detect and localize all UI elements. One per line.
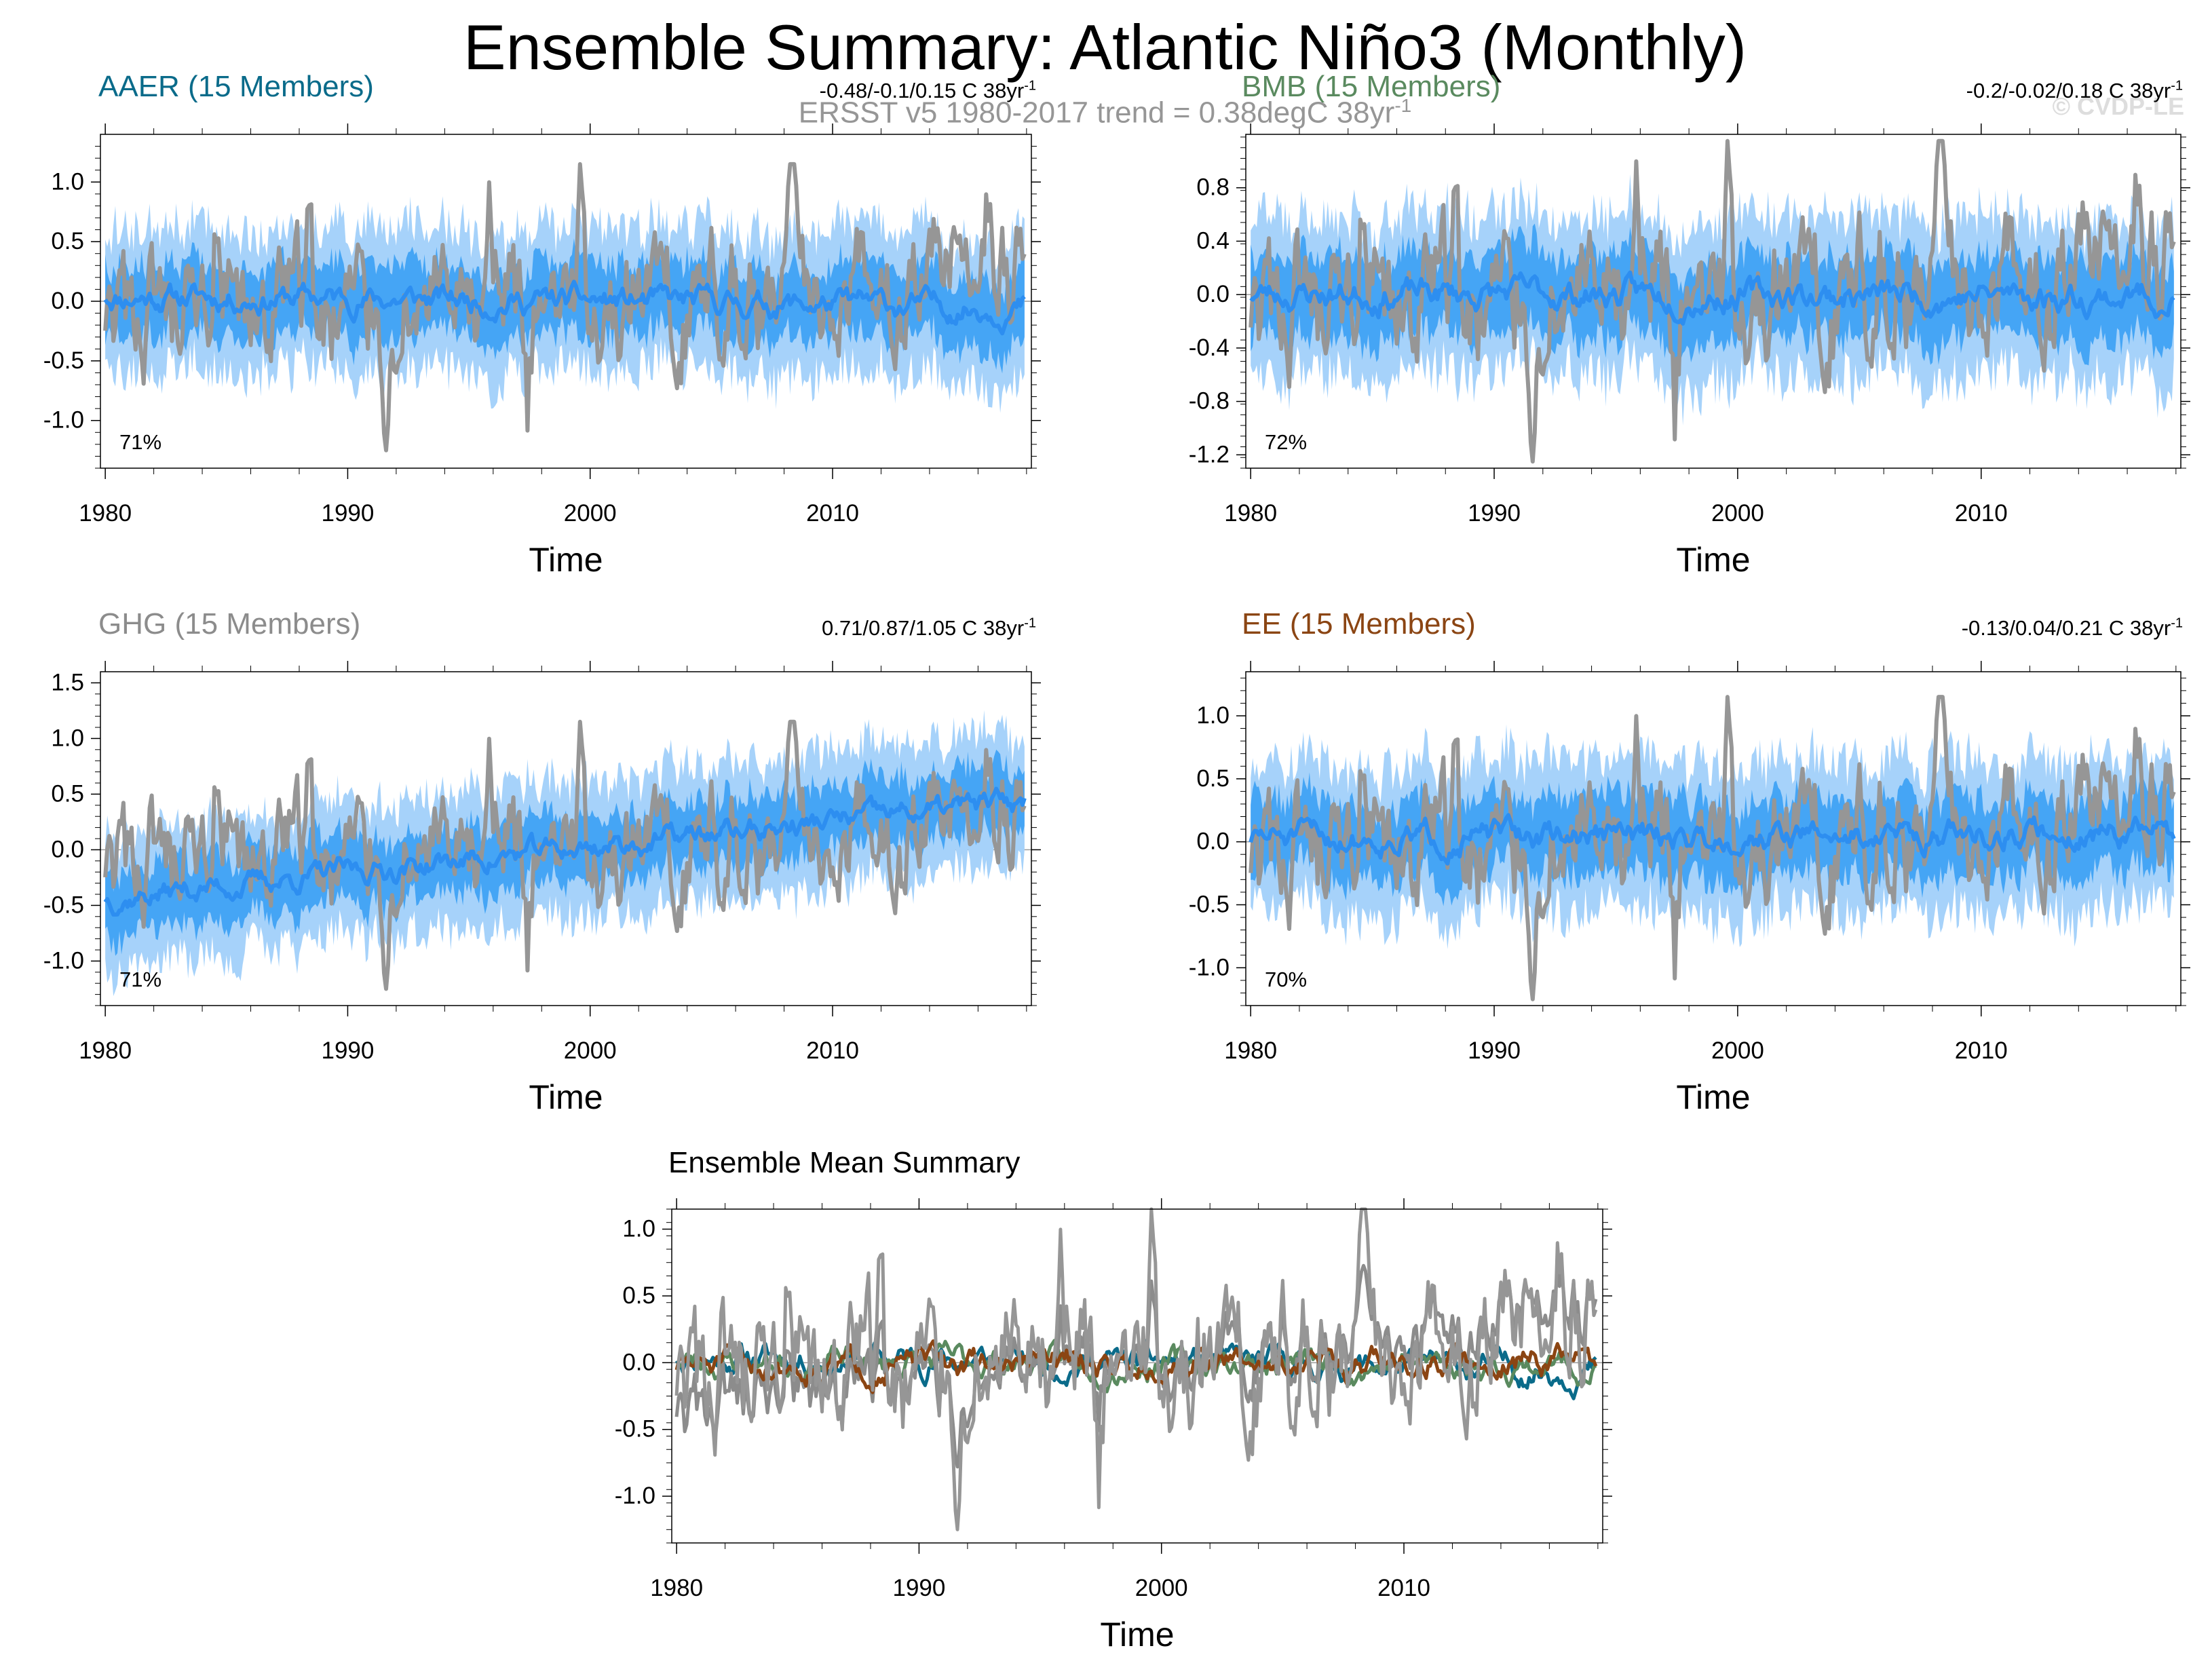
chart-ghg: 71% -1.0 -0.5 0.0 0.5 1.0 1.5 1980 1990 2000 2010 T… (43, 661, 1041, 1116)
y-tick-label: 0.0 (1196, 281, 1230, 307)
spread-inner-aaer (105, 238, 1025, 374)
plot-frame-summary (671, 1208, 1603, 1544)
trend-sup-aaer: -1 (1024, 78, 1036, 94)
panel-title-summary: Ensemble Mean Summary (668, 1146, 1021, 1179)
ensemble-mean-line-aaer (103, 280, 1026, 336)
spread-inner-bmb (1251, 223, 2174, 368)
x-axis-label-summary: Time (1100, 1616, 1174, 1654)
y-tick-label: 0.0 (51, 288, 84, 314)
y-tick-label: 1.5 (51, 669, 84, 695)
plot-frame-ee (1245, 671, 2182, 1006)
y-tick-label: -0.8 (1189, 388, 1230, 415)
y-tick-label: -0.4 (1189, 335, 1230, 361)
x-tick-label: 1990 (1468, 1037, 1521, 1064)
percent-label-ghg: 71% (119, 968, 161, 991)
x-tick-label: 2000 (1135, 1575, 1188, 1601)
trend-text-bmb: -0.2/-0.02/0.18 C 38yr (1966, 79, 2171, 102)
x-axis-label-ee: Time (1676, 1078, 1750, 1116)
observations-line-bmb (1249, 138, 2176, 464)
x-axis-label-bmb: Time (1676, 541, 1750, 579)
series-observations (674, 1207, 1598, 1531)
x-tick-label: 1980 (650, 1575, 703, 1601)
chart-bmb: 72% -1.2 -0.8 -0.4 0.0 0.4 0.8 1980 1990 2000 2010… (1189, 123, 2190, 579)
ensemble-mean-line-ee (1249, 813, 2176, 866)
plot-frame-bmb (1245, 134, 2182, 469)
series-ee (674, 1339, 1598, 1394)
x-tick-label: 2000 (1711, 1037, 1764, 1064)
y-tick-label: 0.0 (1196, 828, 1230, 855)
y-tick-label: -0.5 (615, 1416, 655, 1443)
trend-label-aaer: -0.48/-0.1/0.15 C 38yr-1 (820, 79, 1036, 103)
y-tick-label: 0.4 (1196, 227, 1230, 254)
x-axis-label-aaer: Time (529, 541, 603, 579)
x-tick-label: 1990 (893, 1575, 946, 1601)
x-axis-label-ghg: Time (529, 1078, 603, 1116)
x-tick-label: 2010 (1955, 500, 2008, 527)
subtitle-text: ERSST v5 1980-2017 trend = 0.38degC 38yr (798, 96, 1395, 130)
y-tick-label: 0.0 (622, 1349, 655, 1375)
panel-title-aaer: AAER (15 Members) (98, 70, 374, 103)
x-tick-label: 1980 (1224, 500, 1277, 527)
trend-sup-ee: -1 (2171, 615, 2183, 631)
y-tick-label: 1.0 (51, 168, 84, 195)
y-tick-label: 0.5 (51, 228, 84, 254)
x-tick-label: 1990 (322, 500, 375, 527)
percent-label-aaer: 71% (119, 430, 161, 454)
x-tick-label: 2010 (1955, 1037, 2008, 1064)
main-title: Ensemble Summary: Atlantic Niño3 (Monthl… (463, 12, 1747, 83)
x-tick-label: 2010 (1377, 1575, 1430, 1601)
y-tick-label: -0.5 (1189, 891, 1230, 917)
x-tick-label: 1990 (322, 1037, 375, 1064)
y-tick-label: -0.5 (43, 892, 84, 918)
panel-title-ee: EE (15 Members) (1242, 607, 1476, 641)
x-tick-label: 1980 (79, 1037, 132, 1064)
y-tick-label: 0.5 (622, 1282, 655, 1309)
y-tick-label: 1.0 (1196, 702, 1230, 729)
trend-label-bmb: -0.2/-0.02/0.18 C 38yr-1 (1966, 79, 2183, 103)
trend-text-ee: -0.13/0.04/0.21 C 38yr (1961, 616, 2171, 640)
percent-label-ee: 70% (1265, 968, 1307, 991)
x-tick-label: 2010 (806, 1037, 859, 1064)
x-tick-label: 2000 (564, 1037, 617, 1064)
watermark: © CVDP-LE (2052, 92, 2184, 120)
x-tick-label: 2000 (1711, 500, 1764, 527)
chart-aaer: 71% -1.0 -0.5 0.0 0.5 1.0 1980 1990 2000 2010 Time (43, 123, 1041, 579)
observations-line-ghg (103, 719, 1027, 991)
chart-summary: -1.0 -0.5 0.0 0.5 1.0 1980 1990 2000 2010 Time (615, 1198, 1612, 1654)
y-tick-label: -1.0 (1189, 954, 1230, 980)
x-tick-label: 2010 (806, 500, 859, 527)
y-tick-label: 0.5 (51, 780, 84, 807)
trend-text-ghg: 0.71/0.87/1.05 C 38yr (822, 616, 1025, 640)
x-tick-label: 2000 (564, 500, 617, 527)
y-tick-label: 0.5 (1196, 765, 1230, 792)
trend-sup-bmb: -1 (2171, 78, 2183, 94)
y-tick-label: -1.0 (615, 1483, 655, 1509)
ensemble-mean-line-bmb (1249, 270, 2175, 326)
percent-label-bmb: 72% (1265, 430, 1307, 454)
y-tick-label: -1.0 (43, 407, 84, 434)
trend-text-aaer: -0.48/-0.1/0.15 C 38yr (819, 79, 1025, 102)
y-tick-label: 1.0 (51, 725, 84, 751)
subtitle-superscript: -1 (1394, 95, 1412, 116)
panel-title-bmb: BMB (15 Members) (1242, 70, 1501, 103)
x-tick-label: 1980 (79, 500, 132, 527)
observations-line-ee (1249, 695, 2176, 1001)
trend-label-ee: -0.13/0.04/0.21 C 38yr-1 (1962, 616, 2183, 641)
observation-subtitle: ERSST v5 1980-2017 trend = 0.38degC 38yr… (0, 90, 2210, 130)
panel-title-ghg: GHG (15 Members) (98, 607, 361, 641)
y-tick-label: 1.0 (622, 1216, 655, 1242)
trend-sup-ghg: -1 (1024, 615, 1036, 631)
y-tick-label: 0.0 (51, 836, 84, 862)
ensemble-mean-line-ghg (103, 786, 1027, 917)
spread-inner-ee (1251, 769, 2174, 906)
y-tick-label: 0.8 (1196, 174, 1230, 201)
trend-label-ghg: 0.71/0.87/1.05 C 38yr-1 (822, 616, 1036, 641)
y-tick-label: -1.2 (1189, 441, 1230, 467)
y-tick-label: -1.0 (43, 947, 84, 974)
y-tick-label: -0.5 (43, 347, 84, 374)
x-tick-label: 1990 (1468, 500, 1521, 527)
chart-ee: 70% -1.0 -0.5 0.0 0.5 1.0 1980 1990 2000 2010 Time (1189, 661, 2190, 1116)
x-tick-label: 1980 (1224, 1037, 1277, 1064)
